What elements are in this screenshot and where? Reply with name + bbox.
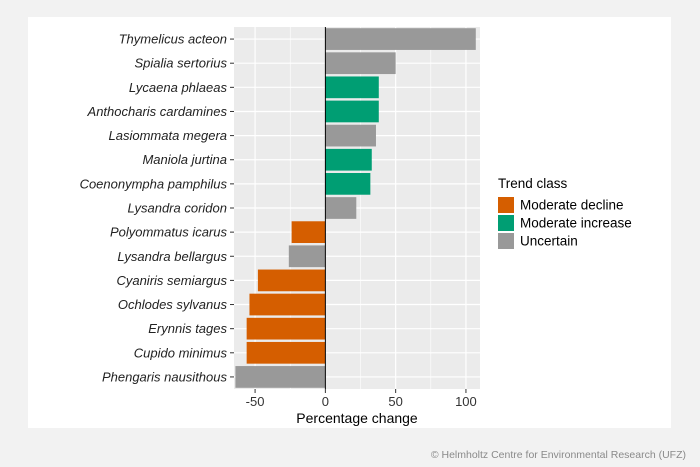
category-label: Lasiommata megera [109,128,228,143]
x-tick-label: -50 [246,394,265,409]
bar-lysandra-coridon [325,197,357,219]
bar-polyommatus-icarus [291,221,326,243]
category-label: Lysandra coridon [128,201,228,216]
bar-cupido-minimus [246,341,326,364]
legend-title: Trend class [498,176,568,191]
x-tick-label: 0 [322,394,329,409]
category-label: Cyaniris semiargus [116,273,227,288]
category-label: Cupido minimus [134,345,228,360]
legend-label-moderate-increase: Moderate increase [520,216,632,231]
category-label: Maniola jurtina [142,152,227,167]
bar-coenonympha-pamphilus [325,173,371,195]
bar-ochlodes-sylvanus [249,293,326,316]
bar-cyaniris-semiargus [257,269,326,292]
bar-chart: Thymelicus acteon Spialia sertorius Lycaen… [80,27,632,426]
copyright-credit: © Helmholtz Centre for Environmental Res… [430,449,686,461]
category-label: Lysandra bellargus [117,249,227,264]
category-label: Anthocharis cardamines [87,104,228,119]
legend-swatch-uncertain [498,233,514,249]
category-label: Phengaris nausithous [102,369,228,384]
category-label: Erynnis tages [148,321,227,336]
bar-lasiommata-megera [325,124,376,147]
category-label: Ochlodes sylvanus [118,297,228,312]
category-label: Coenonympha pamphilus [80,176,228,191]
bar-phengaris-nausithous [235,366,326,388]
bar-lysandra-bellargus [288,245,326,268]
bar-anthocharis-cardamines [325,100,379,123]
legend-label-moderate-decline: Moderate decline [520,198,624,213]
x-tick-label: 100 [455,394,477,409]
category-label: Lycaena phlaeas [129,80,228,95]
category-label: Polyommatus icarus [110,225,228,240]
legend-label-uncertain: Uncertain [520,234,578,249]
bar-erynnis-tages [246,317,326,340]
x-axis-title: Percentage change [296,410,418,426]
bar-lycaena-phlaeas [325,76,379,99]
category-label: Thymelicus acteon [119,32,227,47]
category-label: Spialia sertorius [135,56,228,71]
figure-card: Thymelicus acteon Spialia sertorius Lycaen… [28,17,671,428]
bar-spialia-sertorius [325,52,396,75]
bar-thymelicus-acteon [325,28,476,50]
legend-swatch-moderate-decline [498,197,514,213]
x-tick-label: 50 [388,394,402,409]
legend-swatch-moderate-increase [498,215,514,231]
bar-maniola-jurtina [325,148,372,171]
